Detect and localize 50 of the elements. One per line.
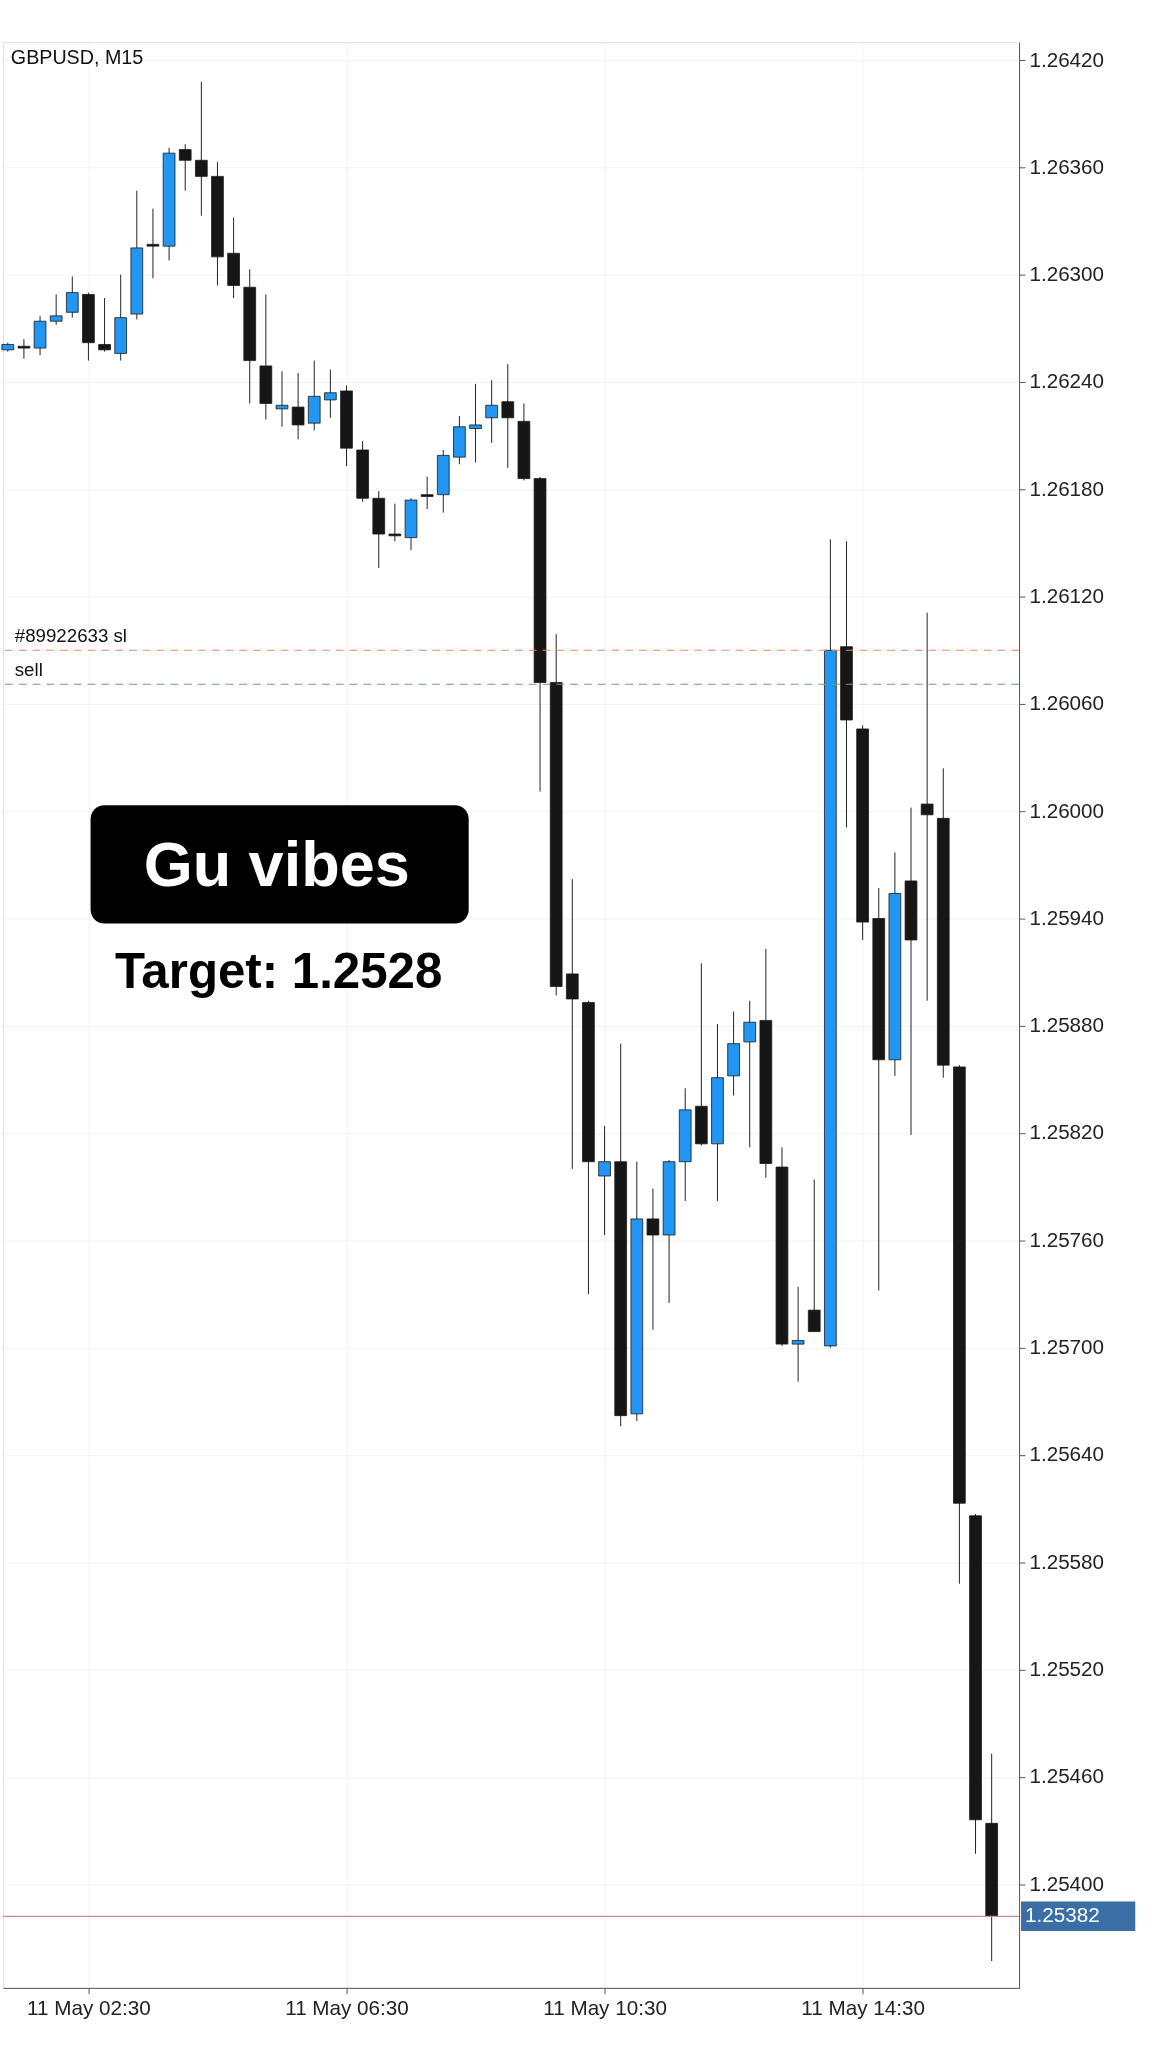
y-tick-label: 1.26120 bbox=[1029, 584, 1105, 608]
x-tick-label: 11 May 06:30 bbox=[285, 1995, 409, 2019]
candlestick bbox=[501, 363, 515, 469]
candlestick bbox=[807, 1179, 821, 1333]
candlestick bbox=[598, 1125, 611, 1236]
candlestick bbox=[275, 370, 289, 428]
x-tick-label: 11 May 14:30 bbox=[801, 1995, 925, 2019]
candlestick bbox=[420, 476, 434, 510]
candlestick bbox=[49, 293, 63, 326]
annotation: Target: 1.2528 bbox=[114, 943, 443, 999]
candlestick bbox=[388, 503, 402, 542]
candlestick bbox=[291, 372, 305, 440]
y-tick-label: 1.25760 bbox=[1029, 1227, 1105, 1251]
candlestick bbox=[178, 143, 192, 192]
ref-line-label: 1.25382 bbox=[1024, 1903, 1100, 1927]
y-tick-label: 1.26000 bbox=[1029, 798, 1105, 822]
chart-title: GBPUSD, M15 bbox=[10, 45, 144, 68]
y-tick-label: 1.26300 bbox=[1029, 262, 1105, 286]
candlestick bbox=[98, 297, 111, 353]
y-tick-label: 1.26060 bbox=[1029, 691, 1105, 715]
y-tick-label: 1.26240 bbox=[1029, 369, 1105, 393]
y-tick-label: 1.25580 bbox=[1029, 1549, 1105, 1573]
candlestick bbox=[920, 612, 934, 1002]
y-tick-label: 1.25460 bbox=[1029, 1764, 1105, 1788]
x-tick-label: 11 May 02:30 bbox=[27, 1995, 151, 2019]
y-tick-label: 1.25940 bbox=[1029, 905, 1105, 929]
y-tick-label: 1.25700 bbox=[1029, 1335, 1105, 1359]
ref-line-label: #89922633 sl bbox=[14, 625, 127, 647]
candlestick bbox=[324, 369, 337, 419]
x-tick-label: 11 May 10:30 bbox=[543, 1995, 667, 2019]
candlestick bbox=[485, 379, 498, 444]
candlestick bbox=[566, 878, 579, 1170]
candlestick bbox=[646, 1188, 660, 1331]
y-tick-label: 1.25640 bbox=[1029, 1442, 1105, 1466]
candlestick bbox=[146, 208, 160, 279]
y-tick-label: 1.25400 bbox=[1029, 1871, 1105, 1895]
y-tick-label: 1.26180 bbox=[1029, 476, 1105, 500]
candlestick bbox=[791, 1286, 805, 1383]
annotation: Gu vibes bbox=[143, 829, 410, 900]
candlestick bbox=[17, 338, 31, 360]
y-tick-label: 1.25880 bbox=[1029, 1013, 1105, 1037]
candlestick bbox=[743, 1000, 757, 1148]
candlestick bbox=[195, 81, 208, 217]
ref-line-label: sell bbox=[14, 659, 43, 681]
y-tick-label: 1.25820 bbox=[1029, 1120, 1105, 1144]
candlestick bbox=[66, 276, 79, 319]
y-tick-label: 1.26420 bbox=[1029, 47, 1105, 71]
y-tick-label: 1.26360 bbox=[1029, 154, 1105, 178]
y-tick-label: 1.25520 bbox=[1029, 1656, 1105, 1680]
candlestick bbox=[469, 383, 482, 463]
